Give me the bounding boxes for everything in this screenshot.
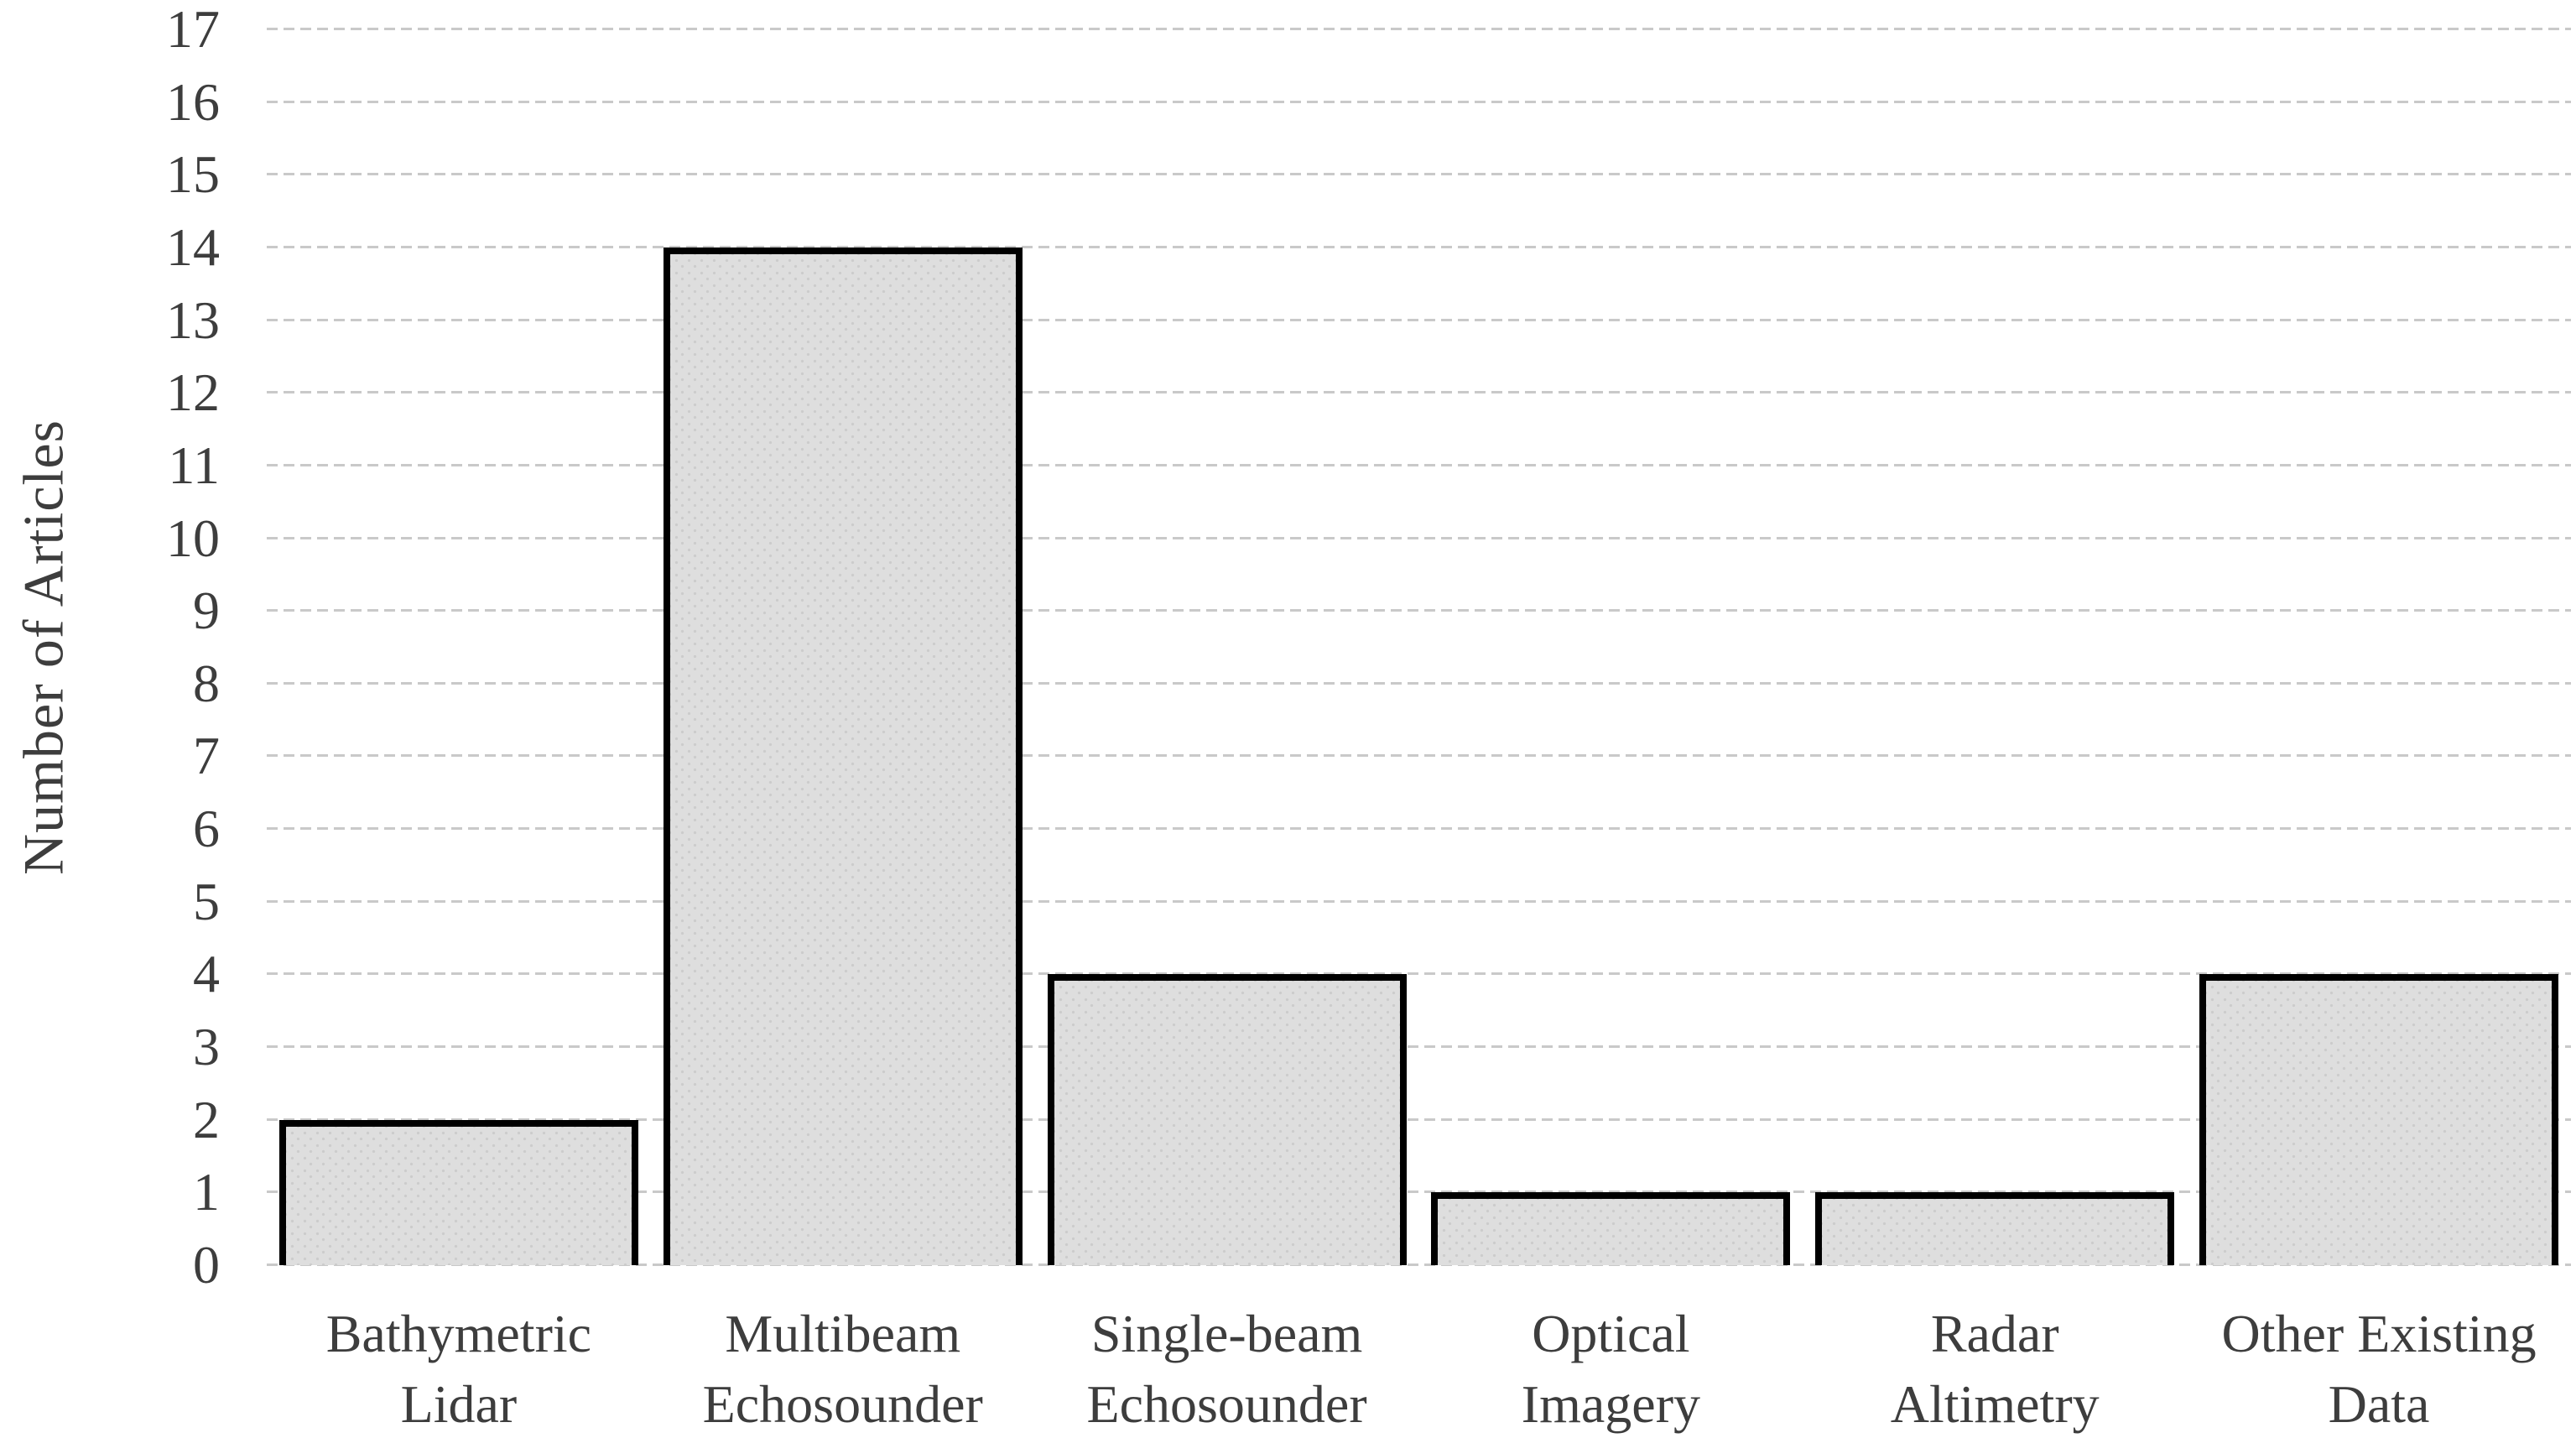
bar: [1815, 1192, 2175, 1265]
bar-slot: [1035, 29, 1419, 1265]
gridline: [267, 1045, 2571, 1049]
y-tick-label: 12: [166, 362, 220, 423]
gridline: [267, 1263, 2571, 1266]
x-axis-label: Radar Altimetry: [1890, 1304, 2100, 1435]
y-tick-label: 10: [166, 508, 220, 568]
gridline: [267, 100, 2571, 103]
gridline: [267, 318, 2571, 321]
gridline: [267, 391, 2571, 394]
bar-slot: [2187, 29, 2571, 1265]
y-tick-label: 5: [193, 871, 220, 931]
y-tick-label: 3: [193, 1017, 220, 1077]
y-tick-label: 16: [166, 71, 220, 132]
bar: [1431, 1192, 1791, 1265]
bar: [663, 247, 1023, 1265]
bar: [278, 1119, 638, 1265]
y-tick-label: 8: [193, 653, 220, 713]
x-axis-label: Other Existing Data: [2221, 1304, 2537, 1435]
gridline: [267, 972, 2571, 976]
gridline: [267, 536, 2571, 539]
y-tick-label: 14: [166, 216, 220, 277]
x-axis-label: Multibeam Echosounder: [702, 1304, 983, 1435]
y-tick-label: 4: [193, 944, 220, 1004]
bar-slot: [267, 29, 651, 1265]
y-tick-label: 6: [193, 799, 220, 859]
bar: [2199, 974, 2559, 1265]
y-axis-tick-labels: 0 1 2 3 4 5 6 7 8 9 10 11 12 13 14 15 16 17: [0, 3, 220, 1292]
gridline: [267, 754, 2571, 758]
y-tick-label: 15: [166, 144, 220, 205]
gridline: [267, 1191, 2571, 1194]
gridline: [267, 681, 2571, 685]
y-tick-label: 9: [193, 581, 220, 641]
y-tick-label: 1: [193, 1162, 220, 1222]
bar-slot: [651, 29, 1035, 1265]
gridline: [267, 1118, 2571, 1121]
gridline: [267, 827, 2571, 831]
y-tick-label: 11: [168, 435, 220, 495]
x-axis-labels: Bathymetric Lidar Multibeam Echosounder Si…: [267, 1299, 2571, 1438]
y-tick-label: 17: [166, 0, 220, 59]
y-tick-label: 2: [193, 1089, 220, 1149]
gridline: [267, 28, 2571, 30]
x-axis-label: Single-beam Echosounder: [1086, 1304, 1367, 1435]
gridline: [267, 245, 2571, 248]
bar-slot: [1418, 29, 1803, 1265]
x-axis-label: Optical Imagery: [1521, 1304, 1700, 1435]
x-axis-label: Bathymetric Lidar: [325, 1304, 592, 1435]
plot-area: [267, 28, 2571, 1266]
gridline: [267, 899, 2571, 903]
bar: [1047, 974, 1407, 1265]
y-tick-label: 13: [166, 289, 220, 350]
y-tick-label: 7: [193, 726, 220, 786]
bars: [267, 29, 2571, 1265]
gridline: [267, 463, 2571, 466]
bar-slot: [1803, 29, 2187, 1265]
gridline: [267, 173, 2571, 176]
gridline: [267, 609, 2571, 612]
y-tick-label: 0: [193, 1235, 220, 1295]
